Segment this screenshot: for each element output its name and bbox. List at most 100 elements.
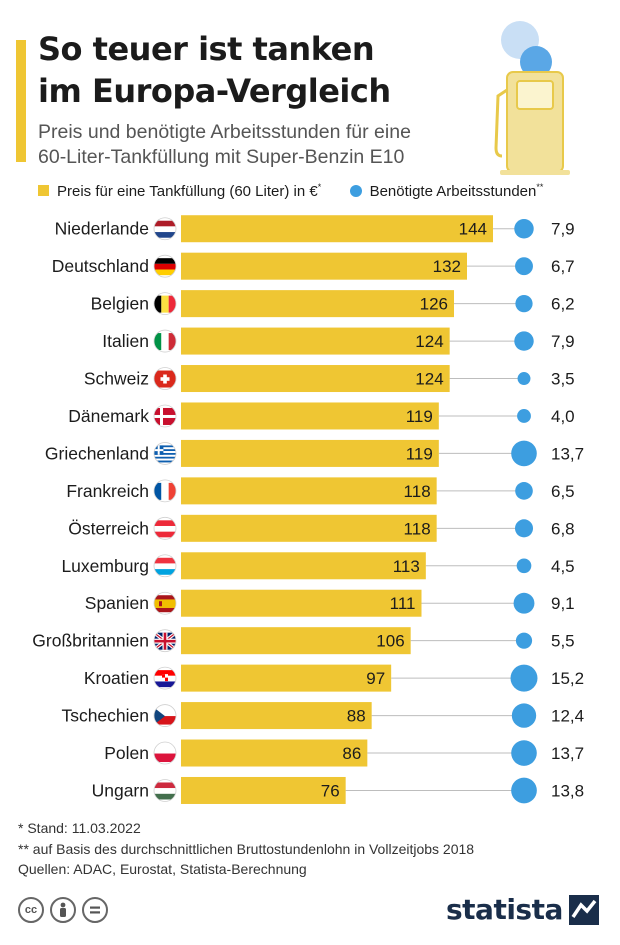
footnote-basis: ** auf Basis des durchschnittlichen Brut… (18, 840, 475, 857)
license-icons: cc (18, 897, 108, 923)
legend-price-label: Preis für eine Tankfüllung (60 Liter) in… (57, 183, 318, 200)
price-bar (181, 477, 437, 505)
country-label: Dänemark (68, 406, 149, 426)
subtitle-line-2: 60-Liter-Tankfüllung mit Super-Benzin E1… (38, 146, 405, 168)
chart-row: Luxemburg 113 4,5 (61, 552, 575, 580)
chart-row: Niederlande 144 7,9 (55, 215, 575, 243)
country-flag-icon (153, 779, 177, 802)
footnote-date: * Stand: 11.03.2022 (18, 820, 141, 836)
chart-row: Großbritannien 106 5,5 (32, 627, 575, 655)
chart-subtitle: Preis und benötigte Arbeitsstunden für e… (38, 120, 411, 170)
chart-row: Tschechien 88 12,4 (61, 702, 584, 730)
country-flag-icon (153, 367, 177, 390)
country-label: Kroatien (84, 668, 149, 688)
price-bar (181, 552, 426, 580)
country-flag-icon (153, 254, 177, 278)
hours-value-label: 7,9 (551, 220, 575, 239)
chart-row: Italien 124 7,9 (102, 327, 575, 355)
hours-dot (515, 257, 533, 276)
hours-value-label: 12,4 (551, 707, 584, 726)
country-flag-icon (153, 404, 177, 428)
hours-value-label: 4,0 (551, 407, 575, 426)
title-line-1: So teuer ist tanken (38, 30, 375, 68)
hours-value-label: 6,7 (551, 257, 575, 276)
hours-dot (511, 740, 537, 766)
price-bar (181, 664, 392, 692)
price-value-label: 76 (321, 781, 340, 800)
price-bar (181, 739, 368, 767)
legend-price-mark: * (317, 182, 322, 192)
country-label: Polen (104, 743, 149, 763)
price-value-label: 126 (420, 295, 448, 314)
hours-dot (517, 409, 531, 423)
hours-value-label: 13,7 (551, 444, 584, 463)
hours-value-label: 5,5 (551, 632, 575, 651)
price-bar (181, 402, 439, 430)
legend-hours-label: Benötigte Arbeitsstunden (369, 183, 537, 200)
subtitle-line-1: Preis und benötigte Arbeitsstunden für e… (38, 121, 411, 143)
country-flag-icon (153, 442, 177, 465)
legend: Preis für eine Tankfüllung (60 Liter) in… (38, 182, 543, 200)
hours-dot (510, 664, 538, 692)
hours-value-label: 4,5 (551, 557, 575, 576)
hours-value-label: 9,1 (551, 594, 575, 613)
hours-value-label: 7,9 (551, 332, 575, 351)
country-flag-icon (153, 591, 177, 615)
country-label: Italien (102, 331, 149, 351)
price-value-label: 124 (415, 370, 443, 389)
price-value-label: 106 (376, 632, 404, 651)
country-flag-icon (153, 217, 177, 241)
hours-dot (517, 372, 531, 385)
country-label: Niederlande (55, 219, 149, 239)
price-bar (181, 776, 346, 804)
chart-row: Griechenland 119 13,7 (45, 439, 584, 467)
fuel-pump-icon (494, 21, 570, 175)
chart-row: Spanien 111 9,1 (85, 589, 575, 617)
price-value-label: 132 (433, 257, 461, 276)
cc-icon[interactable]: cc (18, 897, 44, 923)
chart-row: Schweiz 124 3,5 (84, 365, 575, 393)
country-label: Frankreich (66, 481, 149, 501)
country-flag-icon (153, 554, 177, 578)
hours-dot (514, 219, 534, 239)
legend-price-swatch (38, 185, 49, 196)
country-label: Belgien (91, 294, 149, 314)
country-label: Schweiz (84, 369, 149, 389)
hours-dot (515, 632, 533, 649)
hours-dot (511, 703, 537, 728)
nd-icon[interactable] (82, 897, 108, 923)
country-flag-icon (153, 629, 177, 653)
country-label: Luxemburg (61, 556, 149, 576)
price-bar (181, 327, 450, 355)
country-label: Spanien (85, 593, 149, 613)
country-flag-icon (153, 292, 177, 316)
statista-logo[interactable]: statista (446, 893, 599, 926)
country-label: Tschechien (61, 706, 149, 726)
by-icon[interactable] (50, 897, 76, 923)
legend-hours-swatch (349, 185, 362, 197)
chart-row: Kroatien 97 15,2 (84, 664, 584, 692)
legend-hours-mark: ** (536, 182, 544, 192)
price-value-label: 86 (342, 744, 361, 763)
country-label: Griechenland (45, 443, 149, 463)
accent-bar (16, 40, 26, 162)
hours-dot (514, 519, 534, 538)
hours-value-label: 6,8 (551, 519, 575, 538)
price-value-label: 119 (406, 407, 433, 426)
price-value-label: 144 (459, 220, 487, 239)
country-flag-icon (153, 666, 177, 690)
price-value-label: 119 (406, 444, 433, 463)
hours-value-label: 3,5 (551, 370, 575, 389)
price-bar (181, 252, 467, 280)
price-value-label: 88 (347, 707, 366, 726)
country-flag-icon (153, 516, 177, 540)
country-label: Österreich (68, 518, 149, 538)
hours-value-label: 13,8 (551, 781, 584, 800)
chart-row: Dänemark 119 4,0 (68, 402, 575, 430)
hours-value-label: 15,2 (551, 669, 584, 688)
price-bar (181, 702, 372, 730)
hours-value-label: 6,5 (551, 482, 575, 501)
hours-dot (516, 558, 532, 574)
country-flag-icon (153, 704, 177, 727)
country-flag-icon (153, 741, 177, 765)
